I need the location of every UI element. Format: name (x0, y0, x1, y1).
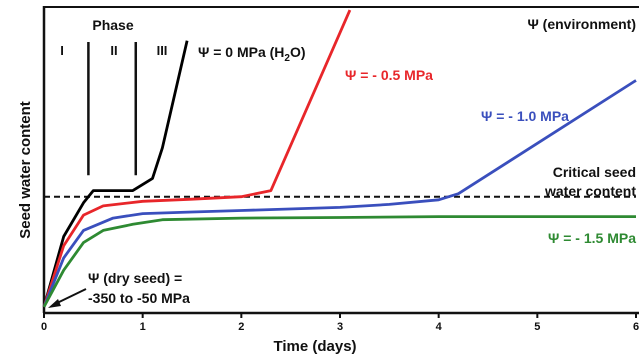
x-tick-label: 0 (41, 321, 47, 333)
x-tick-label: 3 (337, 321, 343, 333)
x-tick-label: 1 (140, 321, 146, 333)
phase-i-label: I (60, 43, 64, 58)
psi0-subscript: 2 (284, 53, 290, 64)
x-tick-label: 4 (436, 321, 443, 333)
series-line-1 (42, 9, 352, 308)
series-label-psi-10: Ψ = - 1.0 MPa (481, 108, 569, 124)
x-tick-label: 5 (534, 321, 540, 333)
y-axis-title: Seed water content (17, 101, 34, 239)
dry-seed-label-line1: Ψ (dry seed) = (88, 270, 182, 286)
series-line-0 (42, 40, 189, 308)
series-group (42, 9, 637, 308)
dry-seed-arrowhead (48, 299, 61, 308)
dry-seed-label-line2: -350 to -50 MPa (88, 290, 190, 306)
series-label-psi-0: Ψ = 0 MPa (H2O) (198, 44, 306, 64)
critical-label-line2: water content (544, 183, 636, 199)
psi0-main: Ψ = 0 MPa (H (198, 44, 284, 60)
x-axis-title: Time (days) (273, 338, 356, 355)
x-ticks: 0 1 2 3 4 5 6 (41, 313, 639, 333)
environment-label: Ψ (environment) (527, 16, 636, 32)
x-tick-label: 6 (633, 321, 639, 333)
series-label-psi-15: Ψ = - 1.5 MPa (548, 230, 636, 246)
critical-label-line1: Critical seed (553, 164, 636, 180)
x-tick-label: 2 (238, 321, 244, 333)
phase-iii-label: III (157, 43, 168, 58)
dry-seed-arrow (54, 288, 87, 305)
phase-boundaries (87, 42, 138, 176)
psi0-tail: O) (290, 44, 306, 60)
series-line-3 (42, 215, 636, 308)
series-label-psi-05: Ψ = - 0.5 MPa (345, 67, 433, 83)
phase-ii-label: II (110, 43, 117, 58)
series-line-2 (42, 79, 637, 308)
phase-label: Phase (92, 17, 133, 33)
